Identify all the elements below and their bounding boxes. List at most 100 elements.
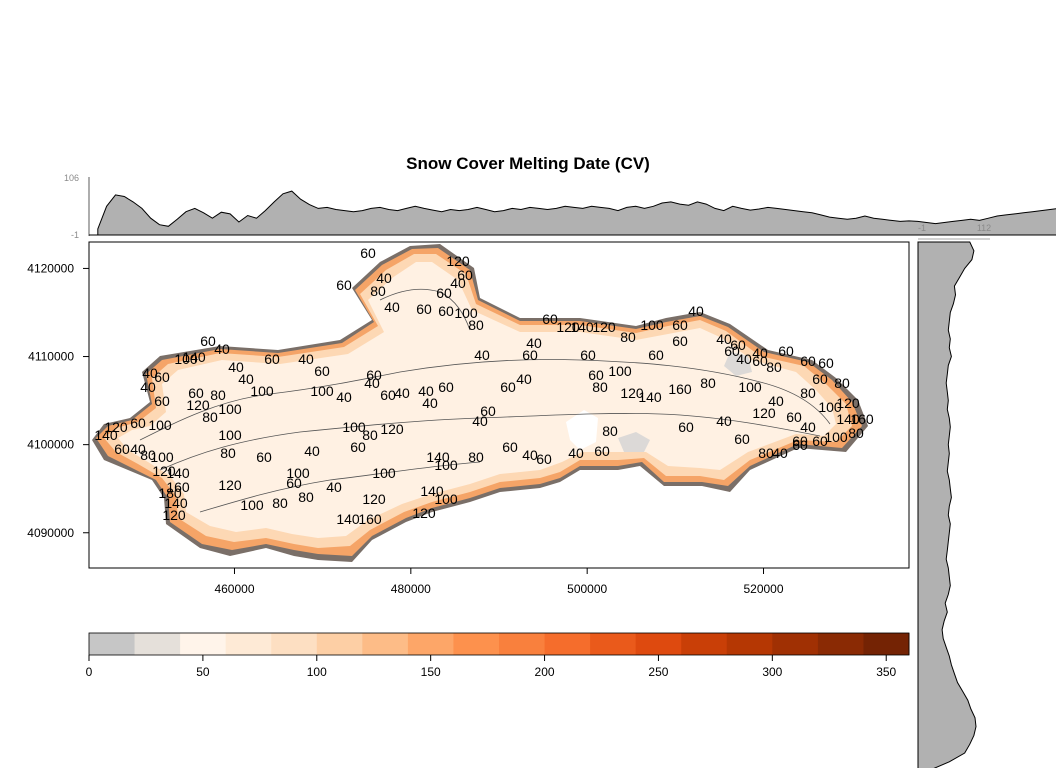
contour-label: 80 bbox=[220, 445, 236, 461]
colorbar-tick-label: 100 bbox=[307, 665, 327, 679]
contour-label: 40 bbox=[326, 479, 342, 495]
contour-line bbox=[159, 413, 821, 471]
contour-label: 160 bbox=[850, 411, 874, 427]
contour-label: 140 bbox=[570, 319, 594, 335]
contour-label: 60 bbox=[678, 419, 694, 435]
contour-label: 60 bbox=[350, 439, 366, 455]
contour-label: 40 bbox=[142, 365, 158, 381]
white-gap bbox=[566, 410, 598, 450]
colorbar-bin bbox=[407, 633, 454, 655]
contour-line bbox=[379, 288, 471, 331]
colorbar-tick-label: 250 bbox=[648, 665, 668, 679]
colorbar-bin bbox=[180, 633, 227, 655]
contour-label: 40 bbox=[140, 379, 156, 395]
contour-label: 100 bbox=[174, 351, 198, 367]
contour-label: 100 bbox=[286, 465, 310, 481]
contour-label: 80 bbox=[298, 489, 314, 505]
contour-label: 80 bbox=[602, 423, 618, 439]
contour-label: 120 bbox=[162, 507, 186, 523]
contour-label: 40 bbox=[472, 413, 488, 429]
contour-label: 80 bbox=[362, 427, 378, 443]
pale-interior-region bbox=[118, 262, 836, 538]
colorbar-bin bbox=[544, 633, 591, 655]
contour-label: 60 bbox=[188, 385, 204, 401]
x-tick-label: 460000 bbox=[214, 582, 254, 596]
contour-label: 100 bbox=[818, 399, 842, 415]
contour-label: 40 bbox=[736, 351, 752, 367]
contour-label: 40 bbox=[450, 275, 466, 291]
contour-label: 60 bbox=[480, 403, 496, 419]
top-marginal-min-label: -1 bbox=[71, 230, 79, 240]
x-axis: 460000 480000 500000 520000 bbox=[214, 568, 784, 596]
top-marginal-plot: 106 -1 bbox=[64, 173, 1056, 240]
contour-label: 120 bbox=[186, 397, 210, 413]
colorbar-bin bbox=[225, 633, 272, 655]
contour-label: 120 bbox=[104, 419, 128, 435]
colorbar-bin bbox=[271, 633, 318, 655]
contour-label: 100 bbox=[218, 427, 242, 443]
colorbar-frame bbox=[88, 632, 910, 656]
contour-label: 100 bbox=[310, 383, 334, 399]
contour-label: 120 bbox=[556, 319, 580, 335]
contour-label: 140 bbox=[336, 511, 360, 527]
contour-label: 120 bbox=[218, 477, 242, 493]
contour-label: 60 bbox=[500, 379, 516, 395]
contour-label: 60 bbox=[672, 333, 688, 349]
y-tick-label: 4120000 bbox=[27, 261, 74, 275]
contour-label: 80 bbox=[848, 425, 864, 441]
contour-label: 60 bbox=[734, 431, 750, 447]
contour-label: 60 bbox=[200, 333, 216, 349]
contour-label: 40 bbox=[716, 331, 732, 347]
colorbar-bin bbox=[590, 633, 637, 655]
contour-label: 80 bbox=[140, 447, 156, 463]
contour-label: 140 bbox=[164, 495, 188, 511]
contour-label: 160 bbox=[166, 479, 190, 495]
contour-label: 60 bbox=[438, 303, 454, 319]
contour-label: 120 bbox=[446, 253, 470, 269]
top-marginal-area bbox=[97, 190, 1056, 236]
colorbar-bin bbox=[863, 633, 910, 655]
contour-label: 60 bbox=[648, 347, 664, 363]
contour-label: 60 bbox=[818, 355, 834, 371]
contour-label: 60 bbox=[724, 343, 740, 359]
contour-label: 160 bbox=[668, 381, 692, 397]
contour-label: 80 bbox=[766, 359, 782, 375]
x-tick-label: 500000 bbox=[567, 582, 607, 596]
colorbar-tick-label: 350 bbox=[876, 665, 896, 679]
contour-label: 80 bbox=[210, 387, 226, 403]
contour-label: 60 bbox=[114, 441, 130, 457]
x-tick-label: 520000 bbox=[743, 582, 783, 596]
contour-label: 40 bbox=[364, 375, 380, 391]
contour-label: 140 bbox=[426, 449, 450, 465]
contour-label: 60 bbox=[812, 371, 828, 387]
contour-line bbox=[199, 461, 481, 513]
contour-label: 60 bbox=[438, 379, 454, 395]
contour-label: 80 bbox=[272, 495, 288, 511]
contour-label: 60 bbox=[792, 437, 808, 453]
contour-label: 80 bbox=[370, 283, 386, 299]
contour-label: 100 bbox=[640, 317, 664, 333]
colorbar-ticks: 0 50 100 150 200 250 300 350 bbox=[86, 655, 897, 679]
contour-label: 100 bbox=[342, 419, 366, 435]
contour-label: 60 bbox=[752, 353, 768, 369]
colorbar-bin bbox=[453, 633, 500, 655]
contour-label: 60 bbox=[594, 443, 610, 459]
contour-label: 40 bbox=[768, 393, 784, 409]
contour-label: 40 bbox=[516, 371, 532, 387]
contour-label: 40 bbox=[800, 419, 816, 435]
colorbar-bin bbox=[726, 633, 773, 655]
contour-label: 40 bbox=[376, 270, 392, 286]
contour-label: 80 bbox=[468, 449, 484, 465]
contour-label: 40 bbox=[336, 389, 352, 405]
colorbar-bins bbox=[89, 633, 910, 655]
colorbar-tick-label: 0 bbox=[86, 665, 93, 679]
colorbar-bin bbox=[681, 633, 728, 655]
contour-label: 60 bbox=[336, 277, 352, 293]
contour-label: 40 bbox=[772, 445, 788, 461]
contour-label: 80 bbox=[834, 375, 850, 391]
contour-label: 60 bbox=[286, 475, 302, 491]
contour-label: 100 bbox=[454, 305, 478, 321]
contour-label: 100 bbox=[434, 491, 458, 507]
contour-label: 40 bbox=[418, 383, 434, 399]
